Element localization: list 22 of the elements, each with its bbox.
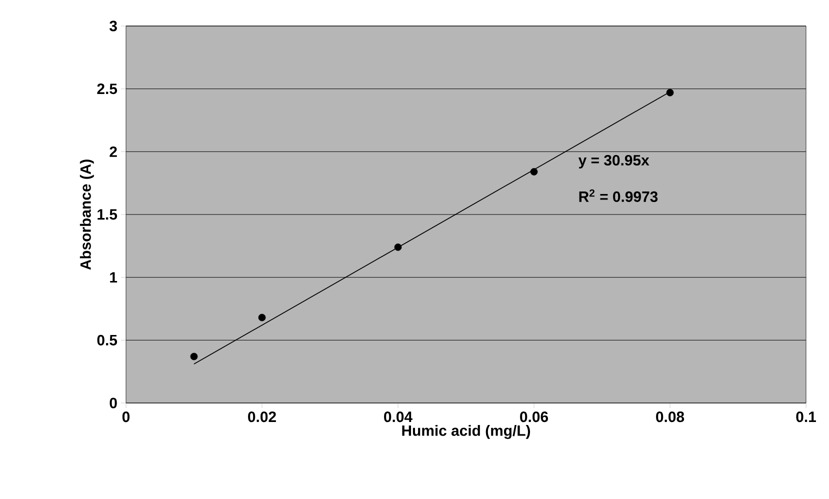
x-axis-title: Humic acid (mg/L): [402, 424, 530, 439]
point: [530, 168, 538, 176]
y-tick-label: 1: [110, 272, 118, 282]
point: [666, 88, 674, 96]
x-tick-label: 0.1: [796, 412, 816, 422]
x-tick-label: 0: [122, 412, 130, 422]
x-tick-label: 0.04: [384, 412, 412, 422]
y-tick-label: 3: [110, 20, 117, 32]
y-tick-label: 2.5: [97, 84, 118, 94]
point: [190, 352, 198, 360]
annotation: y = 30.95x: [578, 154, 650, 168]
x-tick-label: 0.08: [656, 412, 684, 422]
x-tick-label: 0.06: [520, 412, 548, 422]
y-tick-label: 0.5: [97, 334, 118, 346]
point: [394, 243, 402, 251]
point: [258, 314, 266, 322]
y-axis-title: Absorbance (A): [80, 160, 94, 270]
y-tick-label: 2: [110, 146, 117, 157]
x-tick-label: 0.02: [248, 412, 276, 422]
annotation: R$^{2}$ = 0.9973: [579, 189, 658, 202]
y-tick-label: 1.5: [98, 209, 118, 220]
y-tick-label: 0: [110, 398, 117, 408]
